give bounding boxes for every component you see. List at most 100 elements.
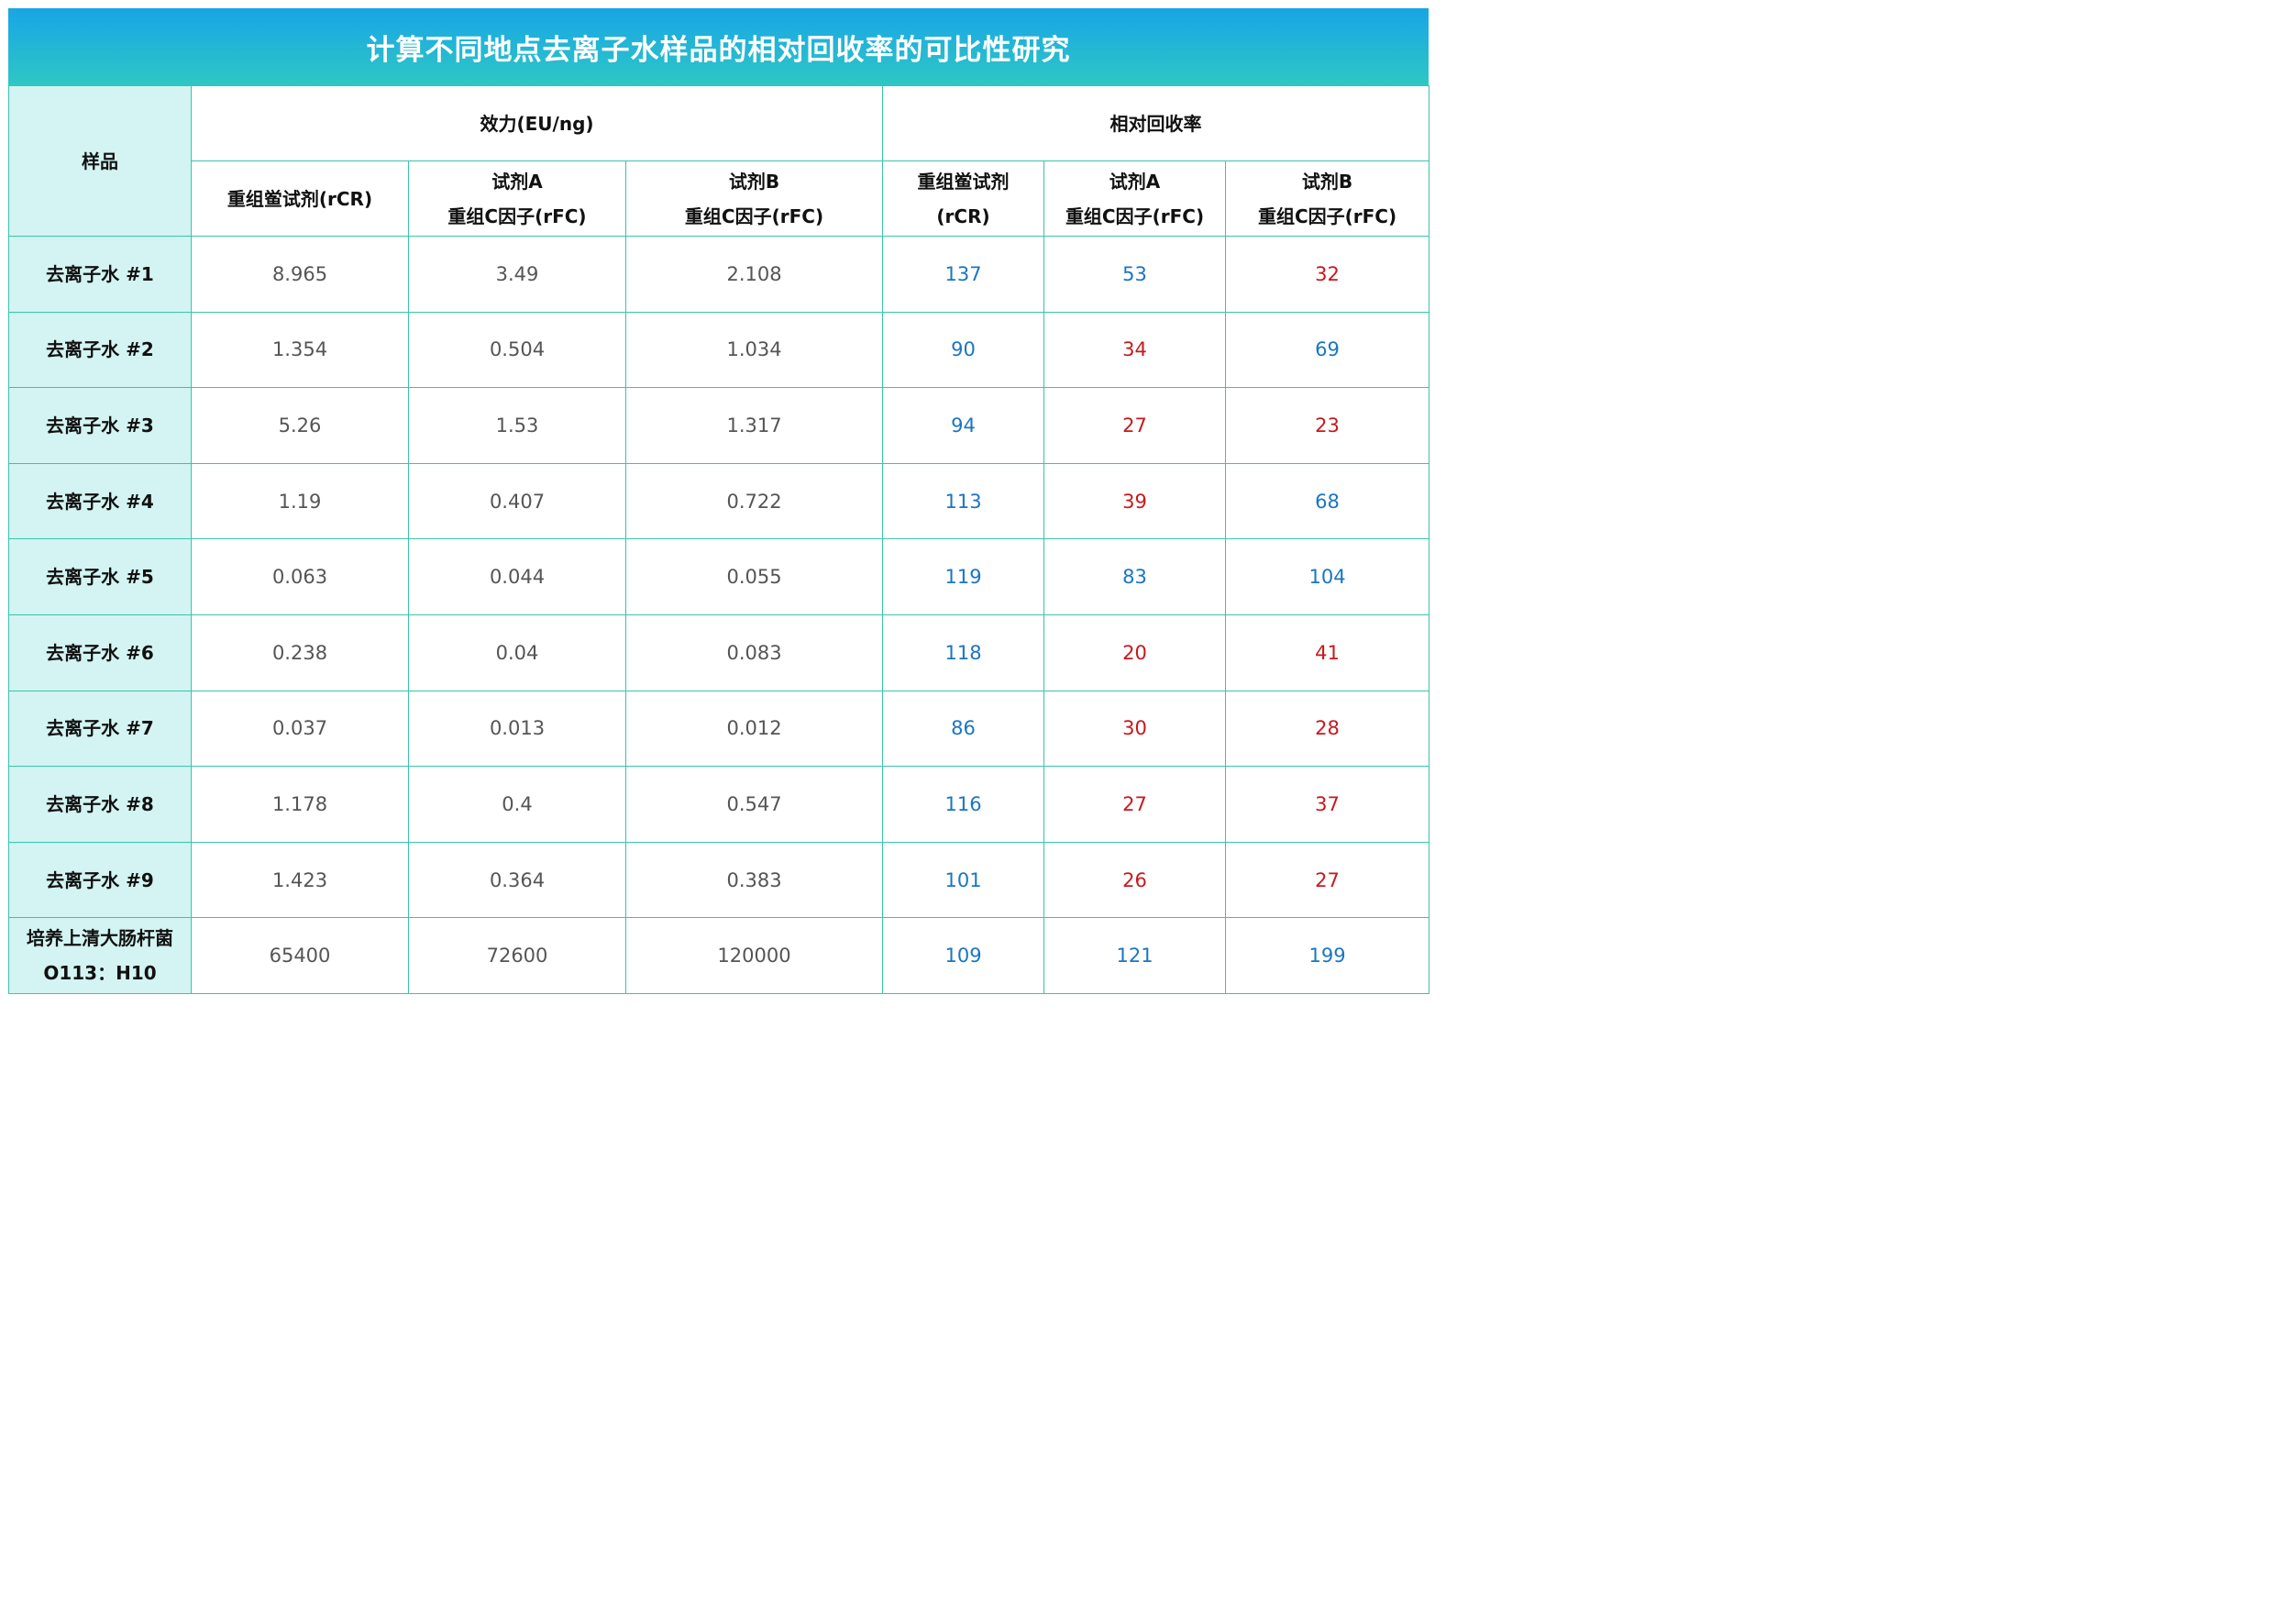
table-row: 去离子水 #7 0.037 0.013 0.012 86 30 28 xyxy=(8,690,1430,768)
sample-name-cell: 去离子水 #9 xyxy=(8,841,192,919)
recovery-cell: 69 xyxy=(1225,311,1430,389)
recovery-cell: 101 xyxy=(882,841,1045,919)
potency-cell: 0.364 xyxy=(408,841,626,919)
sample-name-line: 去离子水 #2 xyxy=(46,338,154,361)
header-recovery-group: 相对回收率 xyxy=(882,85,1430,161)
header-potency-reagent-a: 试剂A 重组C因子(rFC) xyxy=(408,160,626,237)
sample-name-cell: 培养上清大肠杆菌 O113：H10 xyxy=(8,917,192,994)
recovery-cell: 30 xyxy=(1043,690,1227,768)
sample-name-cell: 去离子水 #4 xyxy=(8,462,192,540)
potency-cell: 0.238 xyxy=(191,614,409,691)
header-potency-reagent-b: 试剂B 重组C因子(rFC) xyxy=(624,160,884,237)
header-line: 试剂B xyxy=(728,170,780,193)
header-line: 重组鲎试剂(rCR) xyxy=(226,187,373,210)
sample-name-line: 去离子水 #5 xyxy=(46,566,154,589)
potency-cell: 0.063 xyxy=(191,538,409,615)
table-header: 样品 效力(EU/ng) 相对回收率 重组鲎试剂 (rCR) 试剂A 重组C因子(r… xyxy=(8,85,1430,237)
sample-name-cell: 去离子水 #3 xyxy=(8,387,192,464)
potency-cell: 5.26 xyxy=(191,387,409,464)
recovery-cell: 116 xyxy=(882,766,1045,843)
recovery-cell: 118 xyxy=(882,614,1045,691)
sample-name-line: 培养上清大肠杆菌 xyxy=(27,927,173,950)
sample-name-line: 去离子水 #6 xyxy=(46,641,154,664)
sample-name-cell: 去离子水 #5 xyxy=(8,538,192,615)
table-row: 培养上清大肠杆菌 O113：H10 65400 72600 120000 109 121 19… xyxy=(8,917,1430,994)
sample-name-cell: 去离子水 #8 xyxy=(8,766,192,843)
header-line: 试剂A xyxy=(491,170,543,193)
recovery-cell: 23 xyxy=(1225,387,1430,464)
potency-cell: 0.4 xyxy=(408,766,626,843)
recovery-cell: 86 xyxy=(882,690,1045,768)
potency-cell: 0.044 xyxy=(408,538,626,615)
recovery-cell: 20 xyxy=(1043,614,1227,691)
table-title: 计算不同地点去离子水样品的相对回收率的可比性研究 xyxy=(8,8,1429,85)
recovery-cell: 68 xyxy=(1225,462,1430,540)
potency-cell: 1.53 xyxy=(408,387,626,464)
recovery-cell: 34 xyxy=(1043,311,1227,389)
potency-cell: 8.965 xyxy=(191,236,409,313)
potency-cell: 0.055 xyxy=(624,538,884,615)
header-line: 重组C因子(rFC) xyxy=(447,205,587,227)
header-line: 重组鲎试剂 xyxy=(917,170,1010,193)
potency-cell: 0.547 xyxy=(624,766,884,843)
header-line: 重组C因子(rFC) xyxy=(1257,205,1397,227)
sample-name-line: 去离子水 #7 xyxy=(46,717,154,740)
recovery-comparison-table: 样品 效力(EU/ng) 相对回收率 重组鲎试剂 (rCR) 试剂A 重组C因子(r… xyxy=(8,85,1430,994)
recovery-cell: 27 xyxy=(1043,387,1227,464)
table-row: 去离子水 #5 0.063 0.044 0.055 119 83 104 xyxy=(8,538,1430,615)
table-row: 去离子水 #3 5.26 1.53 1.317 94 27 23 xyxy=(8,387,1430,464)
recovery-cell: 28 xyxy=(1225,690,1430,768)
potency-cell: 2.108 xyxy=(624,236,884,313)
potency-cell: 1.354 xyxy=(191,311,409,389)
recovery-cell: 26 xyxy=(1043,841,1227,919)
sample-name-line: O113：H10 xyxy=(43,962,157,985)
header-recovery-rcr: 重组鲎试剂 (rCR) xyxy=(882,160,1045,237)
header-potency-rcr: 重组鲎试剂(rCR) xyxy=(191,160,409,237)
sample-name-line: 去离子水 #9 xyxy=(46,868,154,891)
recovery-cell: 27 xyxy=(1225,841,1430,919)
recovery-cell: 41 xyxy=(1225,614,1430,691)
sample-name-line: 去离子水 #4 xyxy=(46,490,154,513)
sample-name-line: 去离子水 #3 xyxy=(46,414,154,437)
recovery-cell: 27 xyxy=(1043,766,1227,843)
potency-cell: 1.178 xyxy=(191,766,409,843)
sample-name-line: 去离子水 #8 xyxy=(46,792,154,815)
recovery-cell: 32 xyxy=(1225,236,1430,313)
recovery-cell: 121 xyxy=(1043,917,1227,994)
potency-cell: 72600 xyxy=(408,917,626,994)
table-row: 去离子水 #4 1.19 0.407 0.722 113 39 68 xyxy=(8,462,1430,540)
recovery-cell: 39 xyxy=(1043,462,1227,540)
recovery-cell: 119 xyxy=(882,538,1045,615)
recovery-cell: 37 xyxy=(1225,766,1430,843)
recovery-cell: 109 xyxy=(882,917,1045,994)
potency-cell: 0.037 xyxy=(191,690,409,768)
potency-cell: 65400 xyxy=(191,917,409,994)
recovery-cell: 94 xyxy=(882,387,1045,464)
header-potency-group: 效力(EU/ng) xyxy=(190,85,884,161)
potency-cell: 1.034 xyxy=(624,311,884,389)
recovery-cell: 199 xyxy=(1225,917,1430,994)
potency-cell: 0.722 xyxy=(624,462,884,540)
recovery-cell: 90 xyxy=(882,311,1045,389)
header-line: 重组C因子(rFC) xyxy=(684,205,824,227)
sample-name-cell: 去离子水 #6 xyxy=(8,614,192,691)
table-row: 去离子水 #6 0.238 0.04 0.083 118 20 41 xyxy=(8,614,1430,691)
potency-cell: 0.013 xyxy=(408,690,626,768)
table-row: 去离子水 #9 1.423 0.364 0.383 101 26 27 xyxy=(8,841,1430,919)
recovery-cell: 137 xyxy=(882,236,1045,313)
header-line: 试剂A xyxy=(1109,170,1161,193)
sample-name-cell: 去离子水 #2 xyxy=(8,311,192,389)
potency-cell: 0.407 xyxy=(408,462,626,540)
header-recovery-reagent-b: 试剂B 重组C因子(rFC) xyxy=(1225,160,1430,237)
potency-cell: 0.04 xyxy=(408,614,626,691)
potency-cell: 1.423 xyxy=(191,841,409,919)
table-body: 去离子水 #1 8.965 3.49 2.108 137 53 32 去离子水 #2 1.354… xyxy=(8,236,1430,994)
sample-name-cell: 去离子水 #1 xyxy=(8,236,192,313)
results-table-frame: 计算不同地点去离子水样品的相对回收率的可比性研究 样品 效力(EU/ng) 相对… xyxy=(8,8,1430,996)
recovery-cell: 53 xyxy=(1043,236,1227,313)
potency-cell: 3.49 xyxy=(408,236,626,313)
potency-cell: 0.012 xyxy=(624,690,884,768)
recovery-cell: 104 xyxy=(1225,538,1430,615)
recovery-cell: 113 xyxy=(882,462,1045,540)
header-line: (rCR) xyxy=(936,205,990,227)
